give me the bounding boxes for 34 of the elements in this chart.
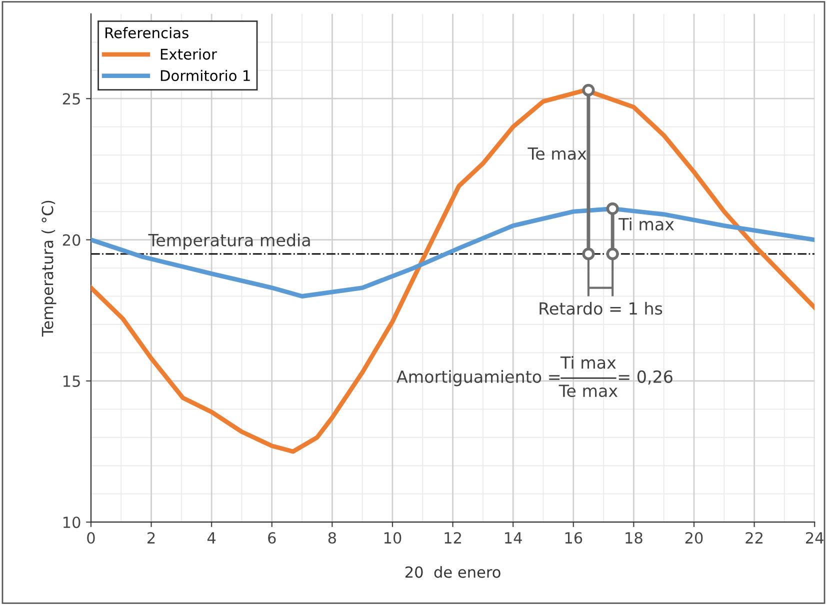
x-tick-label: 16 [565, 532, 582, 544]
annotation: Ti max [618, 218, 674, 230]
y-axis-title: Temperatura ( °C) [41, 200, 56, 337]
point [606, 202, 619, 216]
x-tick-label: 8 [328, 532, 336, 544]
x-tick-label: 4 [207, 532, 216, 544]
legend-label: Exterior [160, 48, 218, 60]
annotation: = 0,26 [618, 370, 672, 385]
x-tick-label: 12 [444, 532, 461, 544]
x-tick-label: 2 [148, 532, 155, 544]
annotation: Ti max [560, 356, 616, 369]
y-tick-label: 20 [62, 234, 80, 246]
point [582, 84, 595, 96]
point [606, 248, 619, 260]
x-tick-label: 6 [268, 532, 276, 544]
x-tick-label: 24 [806, 532, 824, 544]
ref-line-label: Temperatura media [148, 234, 310, 250]
point [582, 248, 595, 260]
legend-title: Referencias [106, 27, 188, 38]
x-tick-label: 10 [384, 532, 402, 544]
annotation: Retardo = 1 hs [540, 302, 662, 315]
x-tick-label: 22 [746, 532, 762, 544]
y-tick-label: 15 [63, 376, 80, 387]
annotation: Te max [558, 384, 618, 398]
annotation: Amortiguamiento = [396, 370, 560, 386]
x-tick-label: 0 [87, 532, 95, 544]
annotation: Te max [528, 148, 586, 160]
x-tick-label: 18 [626, 532, 642, 544]
x-axis-title: 20 de enero [405, 566, 500, 578]
x-tick-label: 20 [685, 532, 703, 544]
y-tick-label: 10 [63, 516, 80, 528]
y-tick-label: 25 [62, 93, 80, 105]
x-tick-label: 14 [505, 532, 522, 544]
legend-label: Dormitorio 1 [160, 70, 250, 82]
